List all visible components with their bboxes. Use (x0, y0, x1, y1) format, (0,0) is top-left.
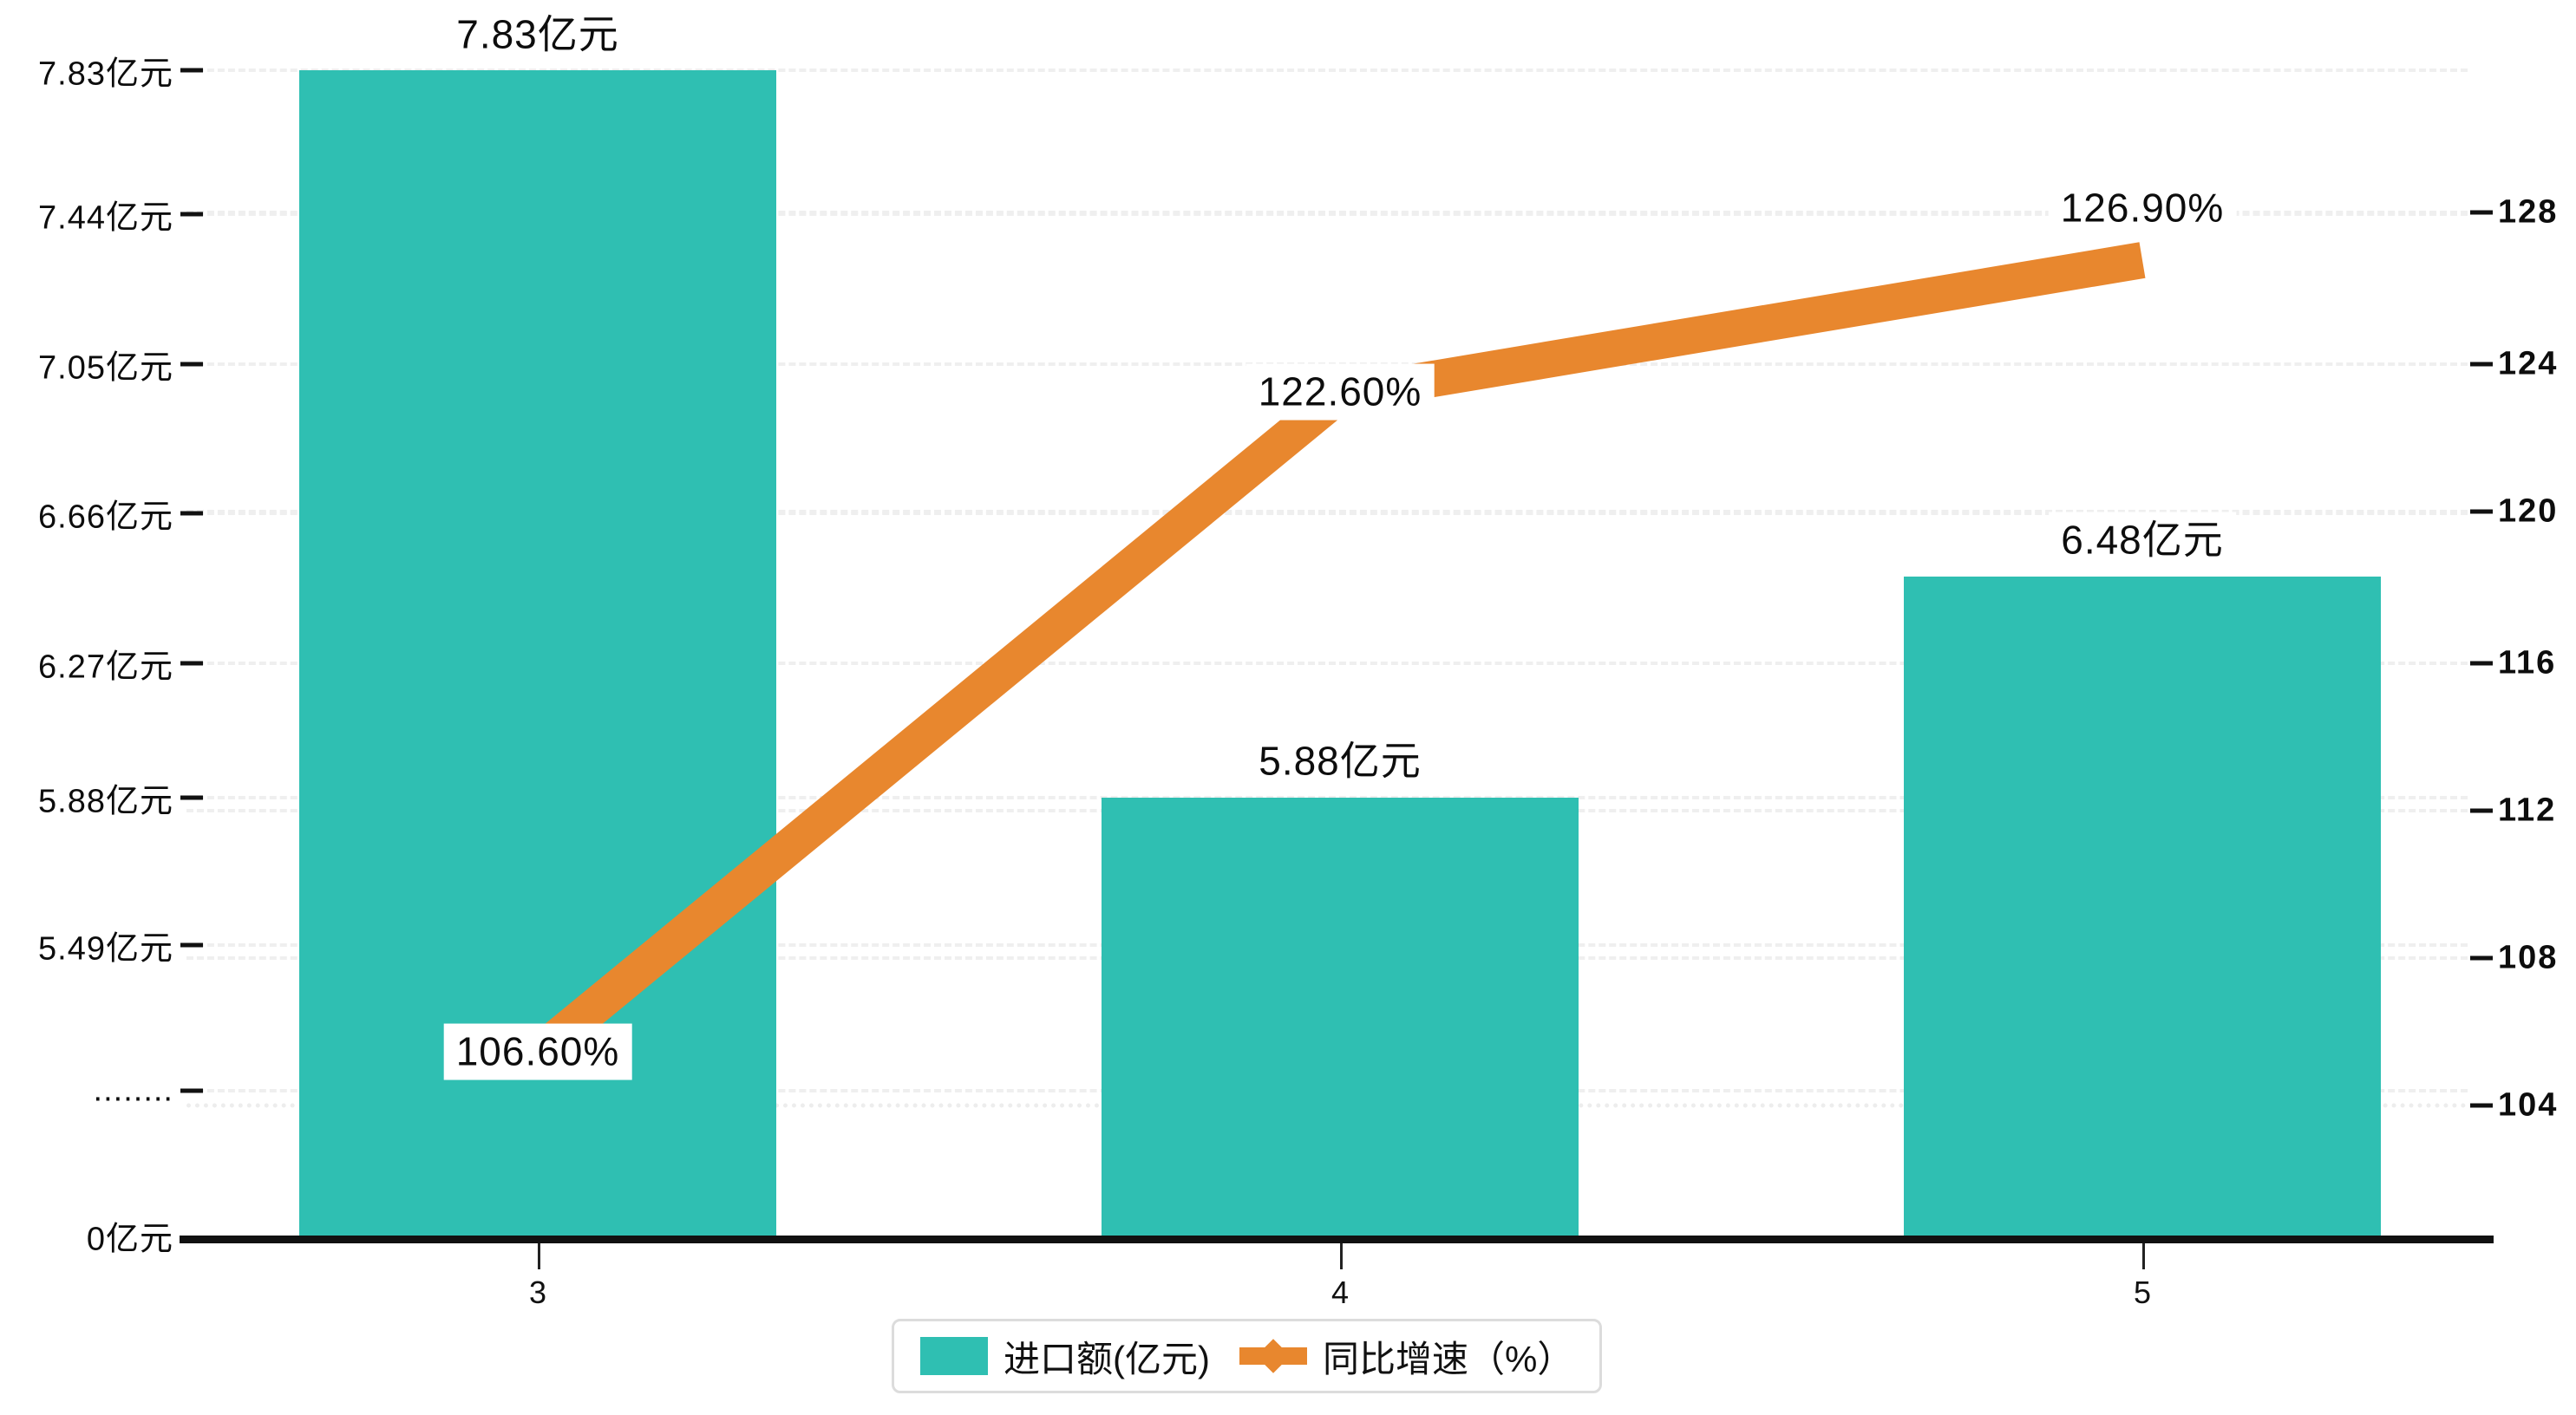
left-y-axis-break-label: ........ (93, 1072, 173, 1109)
x-tick-label-3: 3 (528, 1275, 547, 1310)
left-y-tick-label: 7.83亿元 (38, 55, 173, 93)
left-tick-dash (180, 362, 203, 367)
legend-item-import-amount[interactable]: 进口额(亿元) (920, 1330, 1210, 1383)
gridline (186, 512, 2468, 515)
gridline-right (186, 211, 2468, 214)
left-y-tick-label: 7.05亿元 (38, 349, 173, 387)
legend-label-import-amount: 进口额(亿元) (1004, 1338, 1210, 1379)
left-y-tick-label: 7.44亿元 (38, 199, 173, 237)
right-y-tick-label: 108 (2498, 939, 2559, 976)
right-tick-dash (2470, 362, 2493, 367)
right-y-tick-label: 104 (2498, 1086, 2559, 1124)
bar-series-point-5[interactable] (1904, 577, 2381, 1236)
left-y-tick-label: 6.66亿元 (38, 499, 173, 536)
legend-label-growth-rate: 同比增速（%） (1322, 1338, 1574, 1379)
left-tick-dash (180, 212, 203, 217)
x-axis-line (180, 1236, 2494, 1243)
right-tick-dash (2470, 509, 2493, 514)
right-y-tick-label: 116 (2498, 644, 2557, 681)
bar-value-label-3: 7.83亿元 (444, 6, 631, 63)
left-y-tick-label: 5.49亿元 (38, 930, 173, 968)
bar-value-label-4: 5.88亿元 (1246, 733, 1434, 790)
gridline (186, 662, 2468, 665)
line-value-label-3: 106.60% (443, 1023, 632, 1080)
left-tick-dash (180, 511, 203, 516)
x-tick-label-4: 4 (1330, 1275, 1350, 1310)
left-y-axis: 7.83亿元 7.44亿元 7.05亿元 6.66亿元 6.27亿元 5.88亿… (0, 0, 173, 1415)
gridline (186, 68, 2468, 72)
line-value-label-4: 122.60% (1246, 363, 1435, 421)
left-tick-dash (180, 942, 203, 948)
left-tick-dash (180, 795, 203, 800)
right-y-axis: 128 124 120 116 112 108 104 (2498, 0, 2576, 1415)
legend-bar-swatch-icon (920, 1337, 988, 1375)
right-tick-dash (2470, 210, 2493, 215)
gridline (186, 212, 2468, 216)
x-tick-mark (2142, 1243, 2145, 1269)
chart-legend: 进口额(亿元) 同比增速（%） (892, 1319, 1603, 1393)
left-y-tick-label: 6.27亿元 (38, 649, 173, 686)
left-y-tick-label-zero: 0亿元 (86, 1221, 173, 1258)
right-tick-dash (2470, 661, 2493, 666)
gridline-right (186, 510, 2468, 513)
left-tick-dash (180, 1088, 203, 1093)
bar-series-point-4[interactable] (1102, 798, 1579, 1236)
x-tick-mark (1340, 1243, 1343, 1269)
left-tick-dash (180, 68, 203, 73)
right-y-tick-label: 120 (2498, 492, 2559, 530)
right-y-tick-label: 112 (2498, 792, 2557, 829)
right-y-tick-label: 128 (2498, 193, 2559, 231)
right-tick-dash (2470, 955, 2493, 961)
right-tick-dash (2470, 808, 2493, 813)
x-tick-label-5: 5 (2133, 1275, 2152, 1310)
legend-line-marker-icon (1239, 1337, 1307, 1375)
right-y-tick-label: 124 (2498, 345, 2559, 382)
x-tick-mark (538, 1243, 540, 1269)
left-y-tick-label: 5.88亿元 (38, 783, 173, 820)
legend-item-growth-rate[interactable]: 同比增速（%） (1239, 1330, 1573, 1383)
right-tick-dash (2470, 1103, 2493, 1108)
bar-value-label-5: 6.48亿元 (2049, 512, 2236, 569)
left-tick-dash (180, 661, 203, 666)
line-value-label-5: 126.90% (2048, 179, 2237, 237)
